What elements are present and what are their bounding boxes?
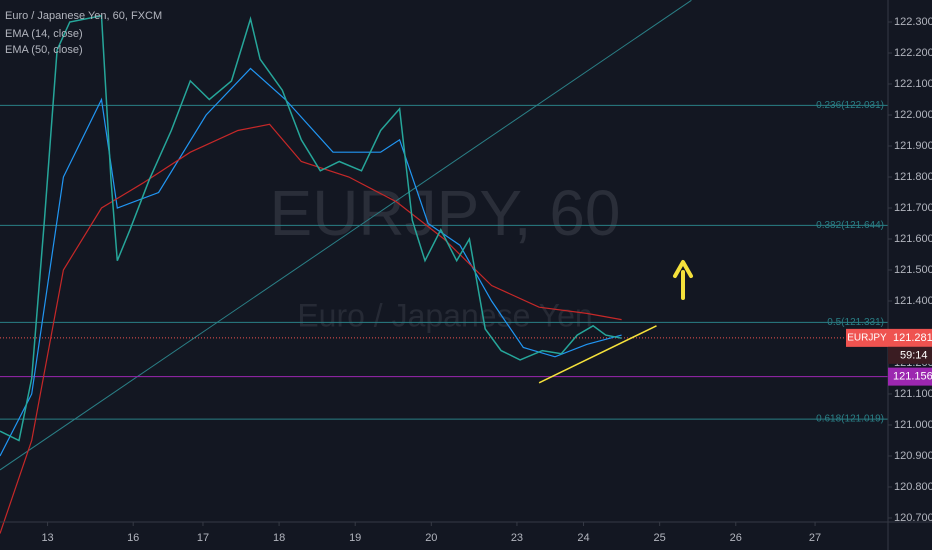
x-tick-label: 13 xyxy=(41,532,53,544)
fib-level-label: 0.5(121.331) xyxy=(827,317,884,328)
x-tick-label: 27 xyxy=(809,532,821,544)
y-tick-label: 121.000 xyxy=(894,419,932,431)
y-tick-label: 120.800 xyxy=(894,481,932,493)
x-tick-label: 25 xyxy=(654,532,666,544)
y-tick-label: 121.600 xyxy=(894,233,932,245)
watermark-subtitle: Euro / Japanese Yen xyxy=(297,297,592,333)
symbol-tag xyxy=(846,328,888,347)
y-tick-label: 122.300 xyxy=(894,16,932,28)
x-tick-label: 24 xyxy=(577,532,589,544)
last-price-label: 121.281 xyxy=(893,332,932,344)
x-tick-label: 17 xyxy=(197,532,209,544)
legend-entry: EMA (50, close) xyxy=(5,44,83,56)
x-tick-label: 19 xyxy=(349,532,361,544)
countdown-tag xyxy=(888,346,932,364)
y-tick-label: 121.500 xyxy=(894,264,932,276)
fib-level-label: 0.382(121.644) xyxy=(816,220,884,231)
y-tick-label: 122.200 xyxy=(894,47,932,59)
fib-level-label: 0.618(121.019) xyxy=(816,414,884,425)
x-tick-label: 16 xyxy=(127,532,139,544)
countdown-label: 59:14 xyxy=(900,349,928,361)
up-arrow xyxy=(673,260,693,300)
y-tick-label: 122.000 xyxy=(894,109,932,121)
y-tick-label: 120.700 xyxy=(894,512,932,524)
plot-area: 0.236(122.031) 0.382(121.644) 0.5(121.331)… xyxy=(0,0,888,534)
x-tick-label: 18 xyxy=(273,532,285,544)
support-tag xyxy=(888,367,932,386)
y-tick-label: 121.700 xyxy=(894,202,932,214)
fib-trend-line xyxy=(0,0,692,471)
support-label: 121.156 xyxy=(893,371,932,383)
y-tick-label: 122.100 xyxy=(894,78,932,90)
ema-line xyxy=(0,123,622,534)
fib-level-label: 0.236(122.031) xyxy=(816,100,884,111)
y-tick-label: 121.900 xyxy=(894,140,932,152)
trendline xyxy=(538,325,657,384)
chart-title: Euro / Japanese Yen, 60, FXCM xyxy=(5,10,162,22)
y-tick-label: 121.100 xyxy=(894,388,932,400)
x-tick-label: 23 xyxy=(511,532,523,544)
price-line xyxy=(0,14,622,442)
y-tick-label: 121.800 xyxy=(894,171,932,183)
legend-entry: EMA (14, close) xyxy=(5,28,83,40)
x-tick-label: 20 xyxy=(425,532,437,544)
x-tick-label: 26 xyxy=(730,532,742,544)
y-tick-label: 121.400 xyxy=(894,295,932,307)
symbol-label: EURJPY xyxy=(847,333,887,344)
y-tick-label: 120.900 xyxy=(894,450,932,462)
ema-line xyxy=(0,67,622,457)
last-price-tag xyxy=(888,328,932,347)
